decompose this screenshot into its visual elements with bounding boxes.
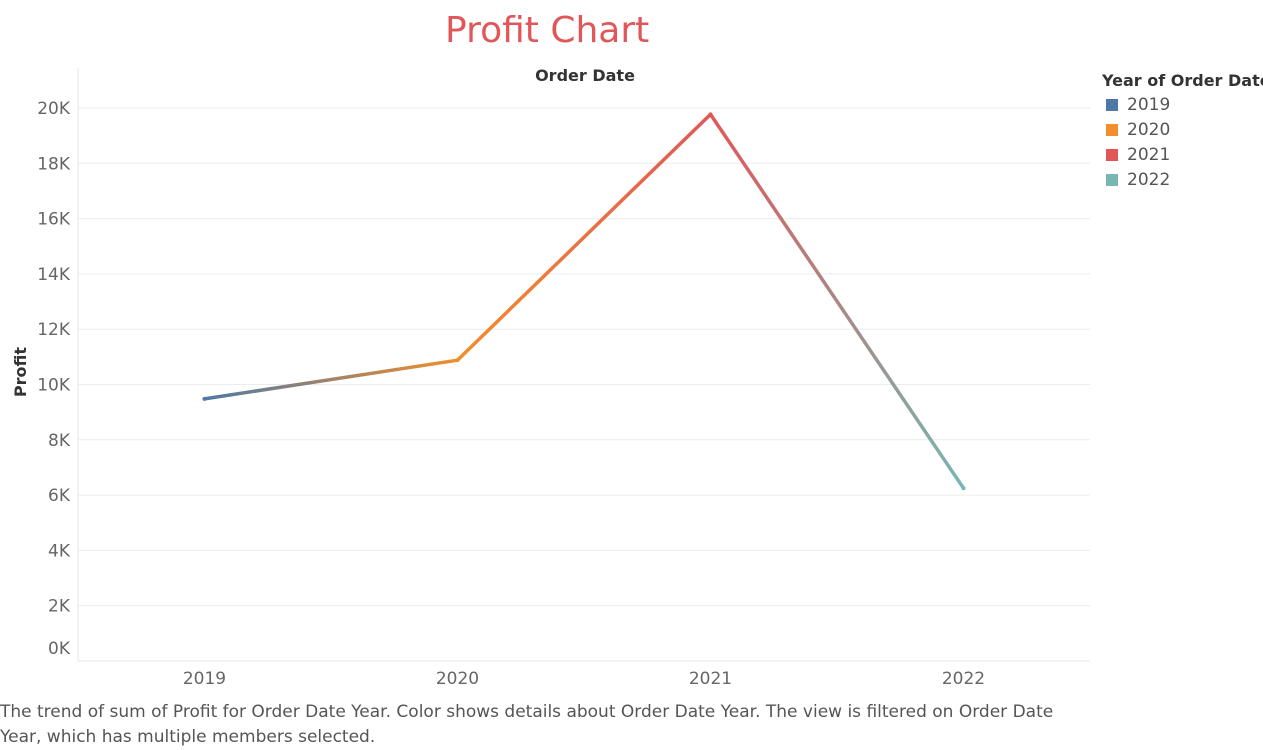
legend-item-2020[interactable]: 2020 [1102,117,1262,142]
page-title: Profit Chart [445,10,650,51]
legend-item-2022[interactable]: 2022 [1102,167,1262,192]
profit-line-chart: 0K 2K 4K 6K 8K 10K 12K 14K 16K 18K 20K 2019 2020 2021… [11,66,1090,689]
x-tick-label: 2019 [183,669,226,689]
data-point-2021[interactable] [708,112,713,117]
line-segment-2020-2021[interactable] [455,112,713,362]
legend-title: Year of Order Date [1102,71,1263,90]
legend: Year of Order Date 2019 2020 2021 2022 [1102,70,1263,192]
legend-label: 2019 [1127,94,1171,115]
y-tick-label: 6K [48,486,71,506]
axes: 0K 2K 4K 6K 8K 10K 12K 14K 16K 18K 20K 2019 2020 2021… [37,68,1090,689]
y-tick-label: 18K [37,154,71,174]
chart-caption: The trend of sum of Profit for Order Dat… [0,702,1054,747]
y-tick-label: 14K [37,265,71,285]
y-tick-label: 20K [37,99,71,119]
y-tick-label: 16K [37,210,71,230]
x-tick-label: 2021 [689,669,732,689]
legend-swatch [1106,148,1118,161]
legend-label: 2020 [1127,119,1171,140]
legend-swatch [1106,98,1118,111]
y-tick-label: 10K [37,376,71,396]
data-point-2022[interactable] [961,486,966,491]
x-tick-label: 2022 [942,669,985,689]
data-point-2019[interactable] [202,396,207,401]
line-segment-2021-2022[interactable] [708,112,966,490]
y-tick-label: 2K [48,597,71,617]
x-axis-label: Order Date [535,66,635,85]
series-lines [202,112,966,491]
legend-label: 2021 [1127,144,1171,165]
legend-label: 2022 [1127,169,1171,190]
legend-swatch [1106,123,1118,136]
y-tick-label: 8K [48,431,71,451]
y-tick-label: 4K [48,541,71,561]
legend-item-2021[interactable]: 2021 [1102,142,1262,167]
x-tick-label: 2020 [436,669,479,689]
gridlines [78,107,1090,607]
y-tick-label: 12K [37,320,71,340]
data-point-2020[interactable] [455,358,460,363]
legend-swatch [1106,173,1118,186]
y-tick-label: 0K [48,639,71,659]
y-axis-label: Profit [11,347,30,397]
legend-item-2019[interactable]: 2019 [1102,92,1262,117]
line-segment-2019-2020[interactable] [202,358,460,401]
